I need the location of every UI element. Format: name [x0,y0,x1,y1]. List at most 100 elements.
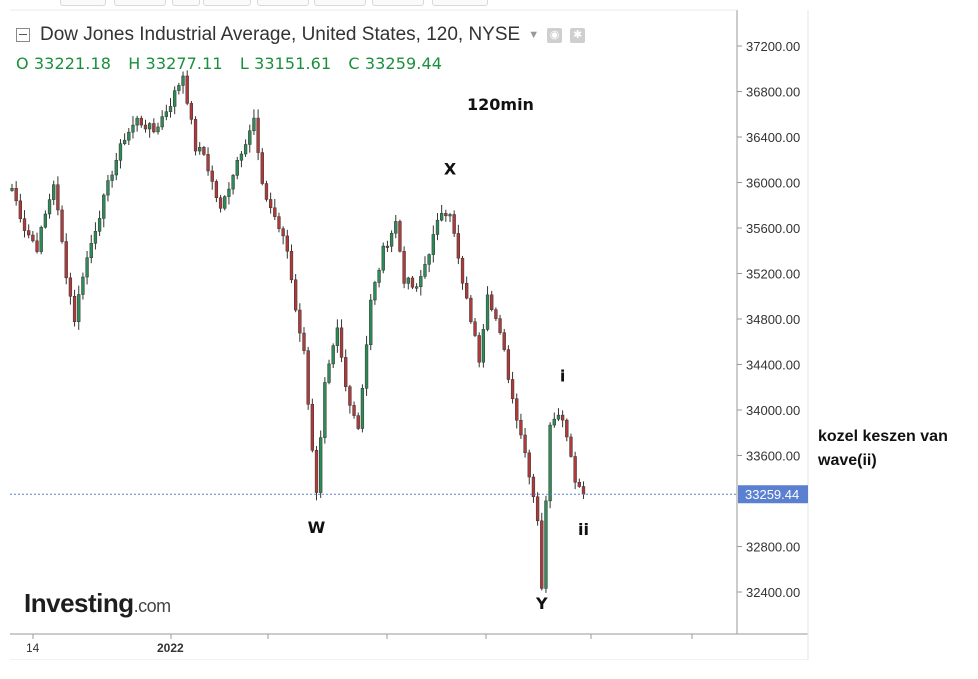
candle-body [473,321,477,336]
toolbar-tab[interactable] [60,0,106,6]
candle-body [523,434,527,454]
candle-body [565,419,569,438]
candle-body [385,245,390,248]
side-note-line-1: kozel keszen van [818,428,948,445]
candle-body [402,251,406,284]
candle-body [389,232,394,247]
y-tick-label: 36400.00 [746,130,800,145]
candle-body [581,486,586,495]
ohlc-open: O 33221.18 [16,54,112,73]
candle-body [177,85,181,91]
candle-body [22,218,27,231]
candle-body [227,188,231,197]
x-tick-label: 2022 [157,641,184,655]
candle-body [106,180,110,196]
ohlc-high: H 33277.11 [128,54,223,73]
y-tick-label: 32800.00 [746,540,800,555]
candle-body [360,388,365,429]
candle-body [231,175,235,190]
toolbar-tab[interactable] [432,0,488,6]
toolbar-tab[interactable] [257,0,309,6]
candle-body [398,221,402,252]
ohlc-values: O 33221.18 H 33277.11 L 33151.61 C 33259… [16,54,454,73]
candle-body [198,147,202,152]
toolbar-tab[interactable] [372,0,424,6]
toolbar-tab[interactable] [172,0,200,6]
candle-body [502,332,506,350]
candle-body [344,357,348,387]
candle-body [427,254,431,265]
candle-body [193,119,198,152]
candle-body [498,318,502,333]
candle-body [277,216,281,229]
toolbar-tab[interactable] [314,0,366,6]
y-tick-label: 36000.00 [746,176,800,191]
candle-body [127,131,131,141]
eye-icon[interactable]: ◉ [547,27,563,43]
candle-body [465,282,469,299]
candle-body [185,75,189,104]
y-tick-label: 33600.00 [746,449,800,464]
candle-body [510,379,515,399]
candle-body [260,152,264,184]
candle-body [394,221,398,234]
candle-body [560,414,565,421]
candle-body [223,196,227,209]
candle-body [60,209,64,242]
candle-body [506,349,511,380]
candle-body [535,496,540,522]
candle-body [164,111,168,117]
candle-body [339,327,344,358]
candle-body [302,332,306,351]
candle-body [135,117,139,126]
collapse-icon[interactable] [16,28,30,42]
top-toolbar-tabs [0,0,740,6]
candle-body [573,456,577,483]
candle-body [97,218,102,232]
candle-body [35,240,39,252]
candle-body [414,286,419,289]
candle-body [252,117,256,132]
candle-body [356,415,360,429]
candle-body [52,184,56,200]
candle-body [31,234,35,242]
candle-body [440,213,444,221]
candle-body [323,382,327,438]
candle-body [373,282,377,301]
ohlc-low: L 33151.61 [239,54,332,73]
chart-title: Dow Jones Industrial Average, United Sta… [40,24,521,45]
price-chart[interactable]: 37200.00 36800.00 36400.00 36000.00 35600.00… [0,0,812,660]
candle-body [93,231,98,244]
toolbar-tab[interactable] [203,0,251,6]
candle-body [160,116,164,128]
candle-body [481,329,486,363]
candle-body [452,214,456,234]
x-tick-label: 14 [26,641,40,655]
candle-body [335,327,340,346]
candle-body [202,147,206,155]
candle-body [68,277,73,297]
candle-body [118,143,123,161]
y-tick-label: 32400.00 [746,585,800,600]
candle-body [122,139,127,144]
y-tick-label: 34000.00 [746,403,800,418]
ohlc-close: C 33259.44 [348,54,443,73]
candle-body [152,123,156,133]
candle-body [377,269,381,283]
candle-body [235,160,239,176]
candle-body [273,207,277,217]
toolbar-tab[interactable] [114,0,166,6]
candle-body [460,257,465,284]
candle-body [206,154,210,172]
candle-body [268,199,273,209]
y-tick-label: 36800.00 [746,85,800,100]
gear-icon[interactable]: ✱ [570,27,586,43]
y-tick-label: 37200.00 [746,39,800,54]
chevron-down-icon[interactable]: ▼ [528,29,540,41]
candle-body [10,188,14,191]
side-note-line-2: wave(ii) [818,452,877,469]
candle-body [281,228,285,237]
candle-body [173,90,177,107]
candle-body [64,241,68,279]
candle-body [298,309,302,334]
